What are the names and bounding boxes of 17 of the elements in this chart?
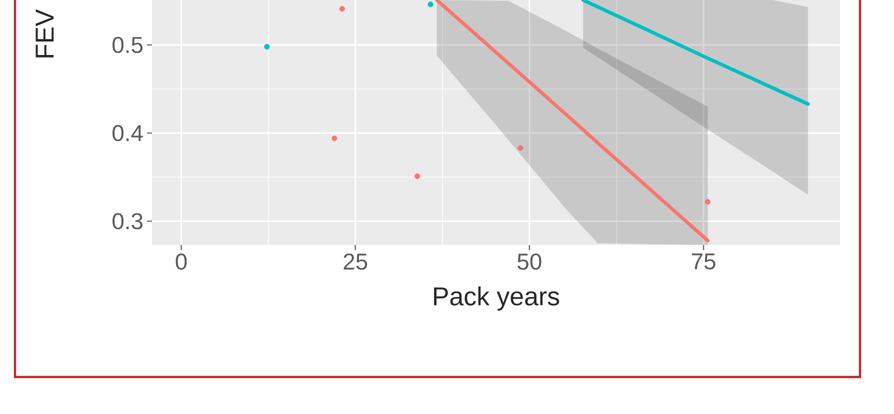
point	[264, 44, 270, 50]
point	[339, 6, 345, 12]
x-tick-label: 0	[176, 254, 187, 270]
y-axis-title: FEV	[36, 9, 54, 58]
x-axis-title: Pack years	[434, 286, 560, 311]
point	[428, 2, 434, 8]
x-tick-label: 75	[692, 254, 716, 270]
x-tick-label: 50	[518, 254, 542, 270]
point	[332, 136, 338, 142]
y-tick-label: 0.4	[112, 124, 143, 142]
point	[414, 173, 420, 180]
line-series	[581, 0, 810, 106]
y-tick-label: 0.3	[112, 213, 142, 230]
point	[518, 145, 524, 151]
point	[704, 199, 711, 205]
y-tick-label: 0.5	[112, 36, 143, 54]
x-tick-label: 25	[344, 254, 368, 270]
